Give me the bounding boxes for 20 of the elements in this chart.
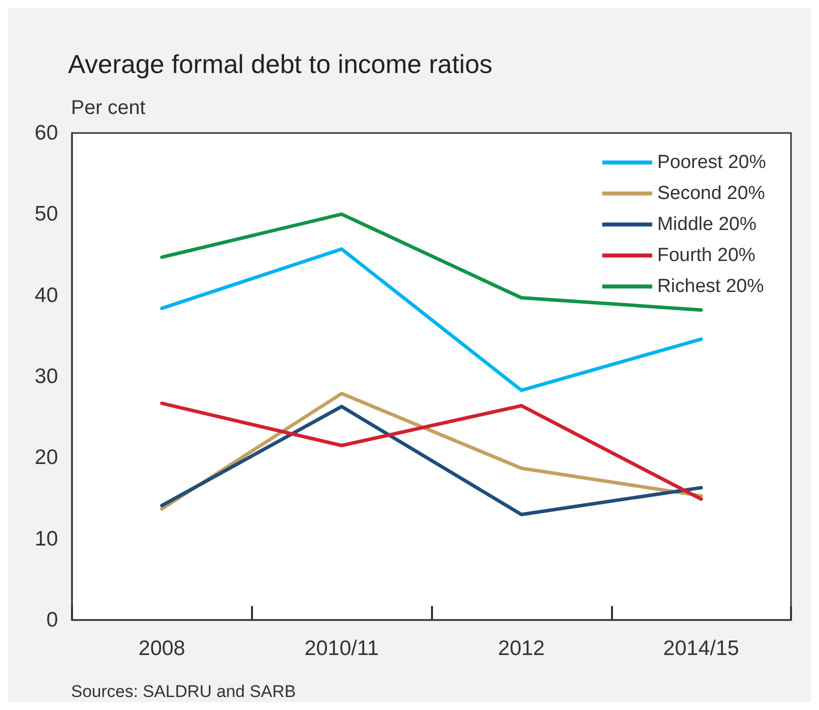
y-tick-label: 10 (34, 527, 58, 550)
legend-label: Poorest 20% (657, 152, 766, 173)
y-tick-label: 30 (34, 365, 58, 388)
legend-label: Second 20% (657, 183, 766, 204)
x-tick-label: 2012 (498, 637, 545, 660)
y-tick-label: 50 (34, 202, 58, 226)
x-tick-label: 2010/11 (304, 637, 379, 660)
y-axis-title: Per cent (71, 97, 146, 119)
chart-title: Average formal debt to income ratios (68, 49, 492, 79)
legend-label: Middle 20% (657, 214, 757, 235)
line-series (160, 402, 703, 501)
y-tick-label: 60 (34, 122, 58, 144)
x-tick-label: 2014/15 (663, 637, 740, 660)
legend-label: Fourth 20% (657, 245, 756, 266)
legend-label: Richest 20% (657, 276, 764, 297)
x-tick-label: 2008 (138, 637, 186, 660)
source-note: Sources: SALDRU and SARB (71, 682, 296, 701)
y-tick-label: 40 (34, 284, 58, 307)
y-tick-label: 0 (46, 608, 58, 632)
y-tick-label: 20 (34, 446, 58, 470)
